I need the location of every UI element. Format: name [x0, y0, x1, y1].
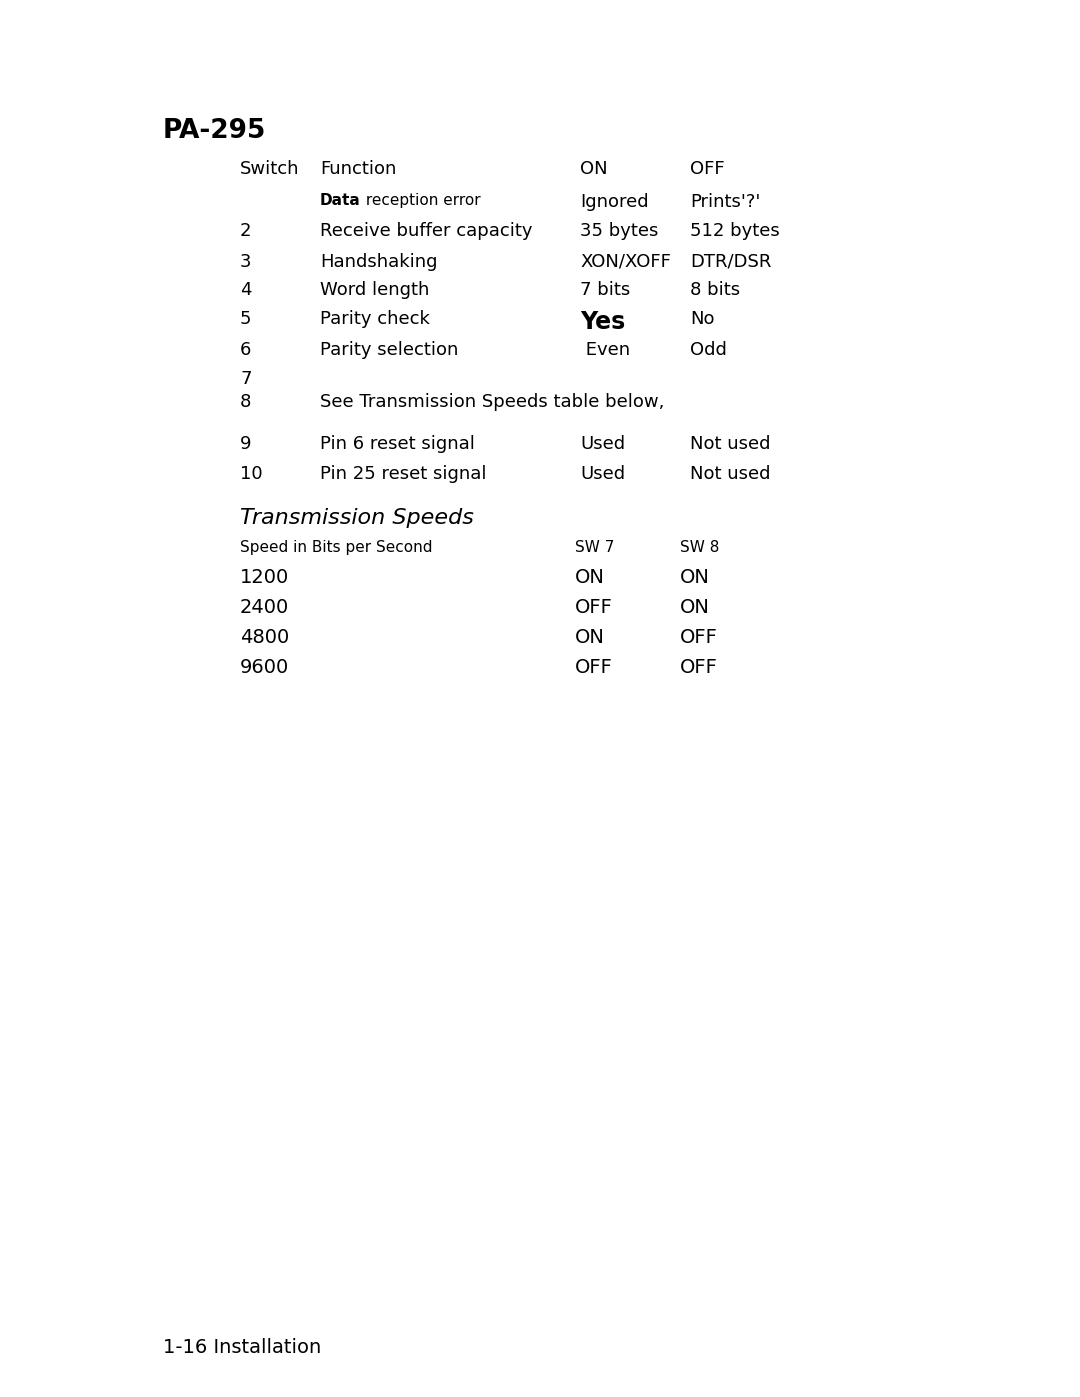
Text: ON: ON — [580, 161, 608, 177]
Text: Speed in Bits per Second: Speed in Bits per Second — [240, 541, 432, 555]
Text: Not used: Not used — [690, 465, 770, 483]
Text: 6: 6 — [240, 341, 252, 359]
Text: Data: Data — [320, 193, 361, 208]
Text: 8 bits: 8 bits — [690, 281, 740, 299]
Text: Yes: Yes — [580, 310, 625, 334]
Text: Function: Function — [320, 161, 396, 177]
Text: 3: 3 — [240, 253, 252, 271]
Text: ON: ON — [575, 569, 605, 587]
Text: ON: ON — [680, 598, 710, 617]
Text: No: No — [690, 310, 715, 328]
Text: Switch: Switch — [240, 161, 299, 177]
Text: Used: Used — [580, 434, 625, 453]
Text: 512 bytes: 512 bytes — [690, 222, 780, 240]
Text: OFF: OFF — [690, 161, 725, 177]
Text: XON/XOFF: XON/XOFF — [580, 253, 671, 271]
Text: ON: ON — [680, 569, 710, 587]
Text: Parity check: Parity check — [320, 310, 430, 328]
Text: Receive buffer capacity: Receive buffer capacity — [320, 222, 532, 240]
Text: 7 bits: 7 bits — [580, 281, 631, 299]
Text: 9600: 9600 — [240, 658, 289, 678]
Text: ON: ON — [575, 629, 605, 647]
Text: 9: 9 — [240, 434, 252, 453]
Text: Parity selection: Parity selection — [320, 341, 458, 359]
Text: 2400: 2400 — [240, 598, 289, 617]
Text: OFF: OFF — [575, 658, 612, 678]
Text: 2: 2 — [240, 222, 252, 240]
Text: reception error: reception error — [361, 193, 481, 208]
Text: Used: Used — [580, 465, 625, 483]
Text: OFF: OFF — [680, 629, 718, 647]
Text: Handshaking: Handshaking — [320, 253, 437, 271]
Text: 4800: 4800 — [240, 629, 289, 647]
Text: 1-16 Installation: 1-16 Installation — [163, 1338, 321, 1356]
Text: SW 7: SW 7 — [575, 541, 615, 555]
Text: DTR/DSR: DTR/DSR — [690, 253, 771, 271]
Text: OFF: OFF — [680, 658, 718, 678]
Text: SW 8: SW 8 — [680, 541, 719, 555]
Text: 5: 5 — [240, 310, 252, 328]
Text: 10: 10 — [240, 465, 262, 483]
Text: Pin 6 reset signal: Pin 6 reset signal — [320, 434, 475, 453]
Text: Prints'?': Prints'?' — [690, 193, 760, 211]
Text: Ignored: Ignored — [580, 193, 649, 211]
Text: 7: 7 — [240, 370, 252, 388]
Text: Odd: Odd — [690, 341, 727, 359]
Text: Pin 25 reset signal: Pin 25 reset signal — [320, 465, 486, 483]
Text: See Transmission Speeds table below,: See Transmission Speeds table below, — [320, 393, 664, 411]
Text: 35 bytes: 35 bytes — [580, 222, 659, 240]
Text: Transmission Speeds: Transmission Speeds — [240, 509, 474, 528]
Text: Word length: Word length — [320, 281, 430, 299]
Text: Even: Even — [580, 341, 630, 359]
Text: PA-295: PA-295 — [163, 117, 267, 144]
Text: Not used: Not used — [690, 434, 770, 453]
Text: 1200: 1200 — [240, 569, 289, 587]
Text: 4: 4 — [240, 281, 252, 299]
Text: OFF: OFF — [575, 598, 612, 617]
Text: 8: 8 — [240, 393, 252, 411]
